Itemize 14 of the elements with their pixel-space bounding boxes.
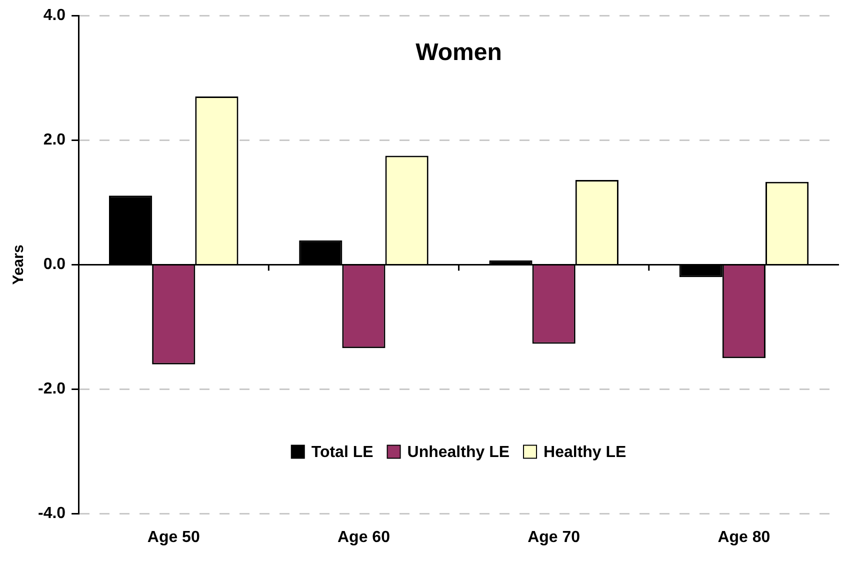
y-tick-label: 4.0: [43, 7, 66, 24]
y-tick-label: -4.0: [38, 505, 66, 522]
legend-label: Total LE: [311, 444, 374, 462]
y-axis-title: Years: [10, 244, 28, 285]
legend-label: Unhealthy LE: [407, 444, 510, 462]
y-tick-label: -2.0: [38, 380, 66, 398]
x-tick-label: Age 50: [147, 528, 200, 546]
x-tick-label: Age 80: [718, 528, 770, 546]
x-tick-label: Age 60: [337, 528, 390, 546]
y-tick-label: 0.0: [43, 256, 66, 274]
y-tick-label: 2.0: [43, 132, 66, 149]
text: Women: [416, 39, 502, 66]
x-tick-label: Age 70: [528, 528, 580, 546]
legend-label: Healthy LE: [544, 444, 627, 462]
